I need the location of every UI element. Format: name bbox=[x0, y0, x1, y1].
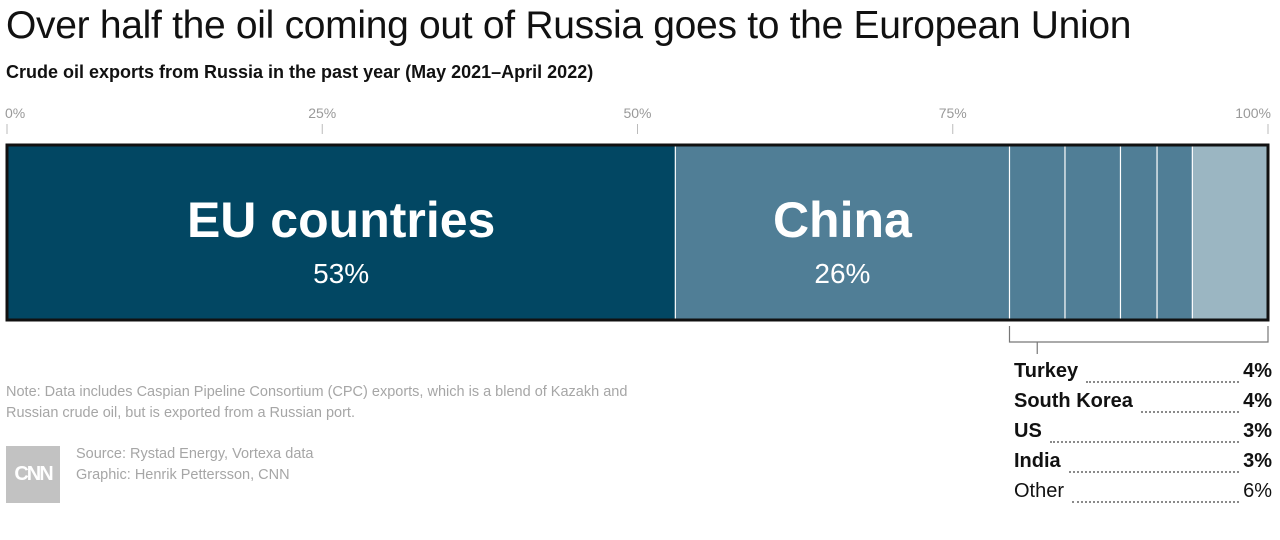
chart-note: Note: Data includes Caspian Pipeline Con… bbox=[6, 384, 628, 421]
stacked-bar-chart: 0% 25% 50% 75% 100% EU countries 53% China 26% bbox=[5, 105, 1271, 354]
legend-label: India bbox=[1014, 450, 1061, 472]
legend-row-india: India 3% bbox=[1014, 450, 1272, 480]
segment-name-label: China bbox=[773, 192, 913, 248]
bar-segment-other bbox=[1192, 145, 1268, 320]
legend-leader-dots bbox=[1072, 501, 1240, 503]
chart-subtitle: Crude oil exports from Russia in the pas… bbox=[6, 62, 594, 82]
chart-title: Over half the oil coming out of Russia g… bbox=[6, 4, 1132, 47]
legend-value: 4% bbox=[1243, 360, 1272, 382]
axis-tick-label: 0% bbox=[5, 105, 25, 121]
bar-segment-turkey bbox=[1009, 145, 1065, 320]
legend-value: 3% bbox=[1243, 420, 1272, 442]
legend-label: Turkey bbox=[1014, 360, 1079, 382]
bar-segment-south-korea bbox=[1064, 145, 1121, 320]
legend-row-south-korea: South Korea 4% bbox=[1014, 390, 1272, 420]
bar-segment-eu-countries bbox=[7, 145, 676, 320]
legend-value: 3% bbox=[1243, 450, 1272, 472]
legend-leader-dots bbox=[1086, 381, 1240, 383]
axis-tick-label: 25% bbox=[308, 105, 336, 121]
legend-label: US bbox=[1014, 420, 1042, 442]
legend-label: South Korea bbox=[1014, 390, 1133, 412]
legend-leader-dots bbox=[1068, 471, 1240, 473]
legend-row-turkey: Turkey 4% bbox=[1014, 360, 1272, 390]
legend-leader-dots bbox=[1140, 411, 1240, 413]
axis-tick-label: 75% bbox=[939, 105, 967, 121]
legend-bracket bbox=[1008, 326, 1269, 343]
axis-tick-label: 50% bbox=[623, 105, 651, 121]
cnn-logo: CNN bbox=[6, 446, 60, 503]
source-text: Source: Rystad Energy, Vortexa data bbox=[76, 446, 314, 462]
legend-value: 4% bbox=[1243, 390, 1272, 412]
small-segments-legend: Turkey 4% South Korea 4% US 3% India 3% Other 6% bbox=[1014, 360, 1272, 510]
segment-value-label: 53% bbox=[313, 258, 369, 289]
credits: Source: Rystad Energy, Vortexa data Grap… bbox=[76, 444, 314, 486]
legend-row-other: Other 6% bbox=[1014, 480, 1272, 510]
bar-segment-us bbox=[1120, 145, 1158, 320]
graphic-credit: Graphic: Henrik Pettersson, CNN bbox=[76, 467, 290, 483]
legend-leader-dots bbox=[1049, 441, 1240, 443]
segment-value-label: 26% bbox=[814, 258, 870, 289]
bar-segment-china bbox=[675, 145, 1010, 320]
legend-row-us: US 3% bbox=[1014, 420, 1272, 450]
bar-segment-india bbox=[1157, 145, 1193, 320]
legend-value: 6% bbox=[1243, 480, 1272, 502]
bar-outline bbox=[5, 143, 1270, 322]
axis-tick-label: 100% bbox=[1235, 105, 1271, 121]
legend-label: Other bbox=[1014, 480, 1065, 502]
segment-name-label: EU countries bbox=[187, 192, 495, 248]
